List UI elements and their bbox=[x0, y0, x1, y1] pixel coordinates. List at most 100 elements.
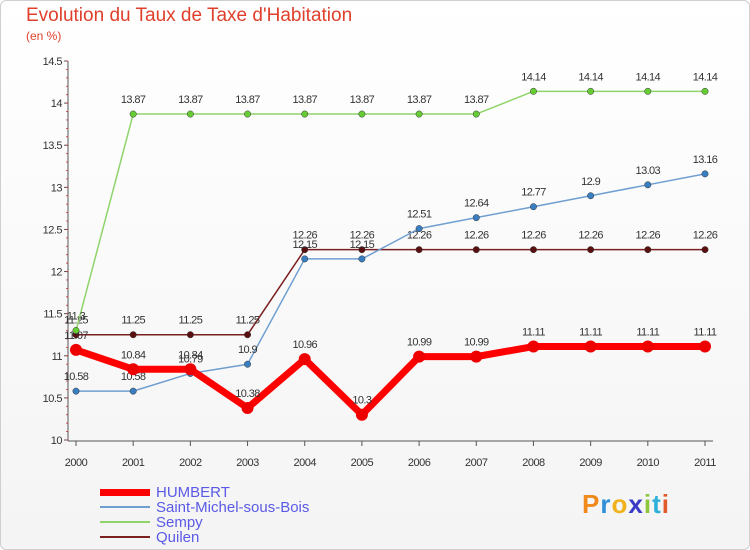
data-label-saint-michel-sous-bois: 10.58 bbox=[121, 371, 146, 383]
data-point-humbert bbox=[699, 340, 711, 353]
logo-letter: i bbox=[661, 489, 670, 519]
proxiti-logo: Proxiti bbox=[582, 489, 670, 520]
data-label-quilen: 12.26 bbox=[578, 230, 603, 242]
data-label-quilen: 11.25 bbox=[179, 315, 203, 327]
data-point-quilen bbox=[530, 246, 537, 254]
logo-letter: r bbox=[600, 489, 612, 519]
data-point-saint-michel-sous-bois bbox=[701, 170, 709, 178]
data-label-sempy: 13.87 bbox=[178, 94, 203, 106]
data-point-saint-michel-sous-bois bbox=[301, 255, 309, 263]
y-tick-label: 11.5 bbox=[43, 309, 62, 321]
legend-swatch bbox=[100, 521, 150, 523]
data-point-saint-michel-sous-bois bbox=[129, 387, 137, 395]
data-label-sempy: 13.87 bbox=[121, 94, 146, 106]
data-point-humbert bbox=[413, 350, 426, 363]
data-label-humbert: 10.38 bbox=[235, 388, 260, 400]
data-point-saint-michel-sous-bois bbox=[415, 225, 423, 233]
data-label-sempy: 13.87 bbox=[350, 94, 375, 106]
legend-swatch bbox=[100, 506, 150, 508]
data-label-saint-michel-sous-bois: 12.9 bbox=[581, 176, 600, 188]
x-tick-label: 2009 bbox=[579, 457, 602, 469]
data-label-quilen: 11.25 bbox=[64, 315, 88, 327]
data-label-saint-michel-sous-bois: 12.15 bbox=[350, 239, 375, 251]
x-tick-label: 2003 bbox=[236, 457, 259, 469]
data-point-quilen bbox=[472, 246, 480, 254]
data-point-saint-michel-sous-bois bbox=[244, 360, 251, 368]
y-tick-label: 12 bbox=[51, 267, 63, 279]
data-point-sempy bbox=[129, 110, 137, 118]
x-tick-label: 2002 bbox=[179, 457, 202, 469]
x-tick-label: 2001 bbox=[122, 457, 145, 469]
data-point-humbert bbox=[184, 363, 197, 376]
data-label-saint-michel-sous-bois: 10.9 bbox=[238, 344, 257, 356]
data-point-quilen bbox=[358, 246, 366, 254]
data-point-saint-michel-sous-bois bbox=[587, 192, 595, 200]
data-point-saint-michel-sous-bois bbox=[72, 387, 80, 395]
data-label-sempy: 14.14 bbox=[636, 71, 661, 83]
data-label-sempy: 14.14 bbox=[521, 71, 546, 83]
data-label-saint-michel-sous-bois: 13.16 bbox=[693, 154, 718, 166]
data-label-saint-michel-sous-bois: 12.77 bbox=[521, 187, 546, 199]
data-point-quilen bbox=[129, 331, 137, 339]
data-label-saint-michel-sous-bois: 12.64 bbox=[464, 198, 489, 210]
data-point-sempy bbox=[186, 110, 194, 118]
data-point-quilen bbox=[186, 331, 194, 339]
data-point-quilen bbox=[415, 246, 423, 254]
data-label-humbert: 11.11 bbox=[636, 327, 659, 339]
data-point-saint-michel-sous-bois bbox=[358, 255, 366, 263]
x-tick-label: 2011 bbox=[694, 457, 716, 469]
data-label-quilen: 11.25 bbox=[236, 315, 260, 327]
y-tick-label: 13.5 bbox=[43, 140, 63, 152]
y-tick-label: 13 bbox=[51, 182, 63, 194]
legend-swatch bbox=[100, 536, 150, 538]
data-point-quilen bbox=[701, 246, 709, 254]
logo-letter: x bbox=[628, 489, 644, 519]
data-point-sempy bbox=[472, 110, 480, 118]
data-point-humbert bbox=[127, 363, 140, 376]
data-point-humbert bbox=[70, 343, 82, 356]
data-label-sempy: 14.14 bbox=[578, 71, 603, 83]
data-point-humbert bbox=[641, 340, 654, 353]
data-label-quilen: 12.26 bbox=[464, 230, 489, 242]
logo-letter: t bbox=[652, 489, 662, 519]
data-point-sempy bbox=[72, 327, 80, 334]
data-label-humbert: 11.11 bbox=[579, 327, 602, 339]
data-label-quilen: 12.26 bbox=[350, 230, 375, 242]
data-point-saint-michel-sous-bois bbox=[530, 203, 537, 211]
data-point-humbert bbox=[298, 353, 311, 366]
data-point-sempy bbox=[530, 87, 537, 95]
data-label-quilen: 12.26 bbox=[636, 230, 661, 242]
data-label-humbert: 11.11 bbox=[522, 327, 545, 339]
series-line-humbert bbox=[74, 343, 705, 419]
x-tick-label: 2000 bbox=[65, 457, 88, 469]
data-point-sempy bbox=[415, 110, 423, 118]
logo-letter: P bbox=[582, 489, 601, 519]
data-point-saint-michel-sous-bois bbox=[472, 214, 480, 222]
data-point-saint-michel-sous-bois bbox=[644, 181, 652, 189]
data-point-sempy bbox=[701, 87, 709, 95]
data-point-humbert bbox=[355, 408, 368, 421]
x-tick-label: 2005 bbox=[351, 457, 374, 469]
data-label-quilen: 12.26 bbox=[693, 230, 718, 242]
data-label-humbert: 10.96 bbox=[292, 339, 317, 351]
x-tick-label: 2008 bbox=[522, 457, 545, 469]
data-point-sempy bbox=[301, 110, 309, 118]
legend-label: Sempy bbox=[156, 514, 203, 531]
data-label-sempy: 13.87 bbox=[292, 94, 317, 106]
y-tick-label: 10.5 bbox=[43, 393, 63, 405]
data-label-sempy: 14.14 bbox=[693, 71, 718, 83]
data-label-quilen: 12.26 bbox=[407, 230, 432, 242]
x-tick-label: 2010 bbox=[637, 457, 660, 469]
legend-swatch bbox=[100, 488, 150, 496]
data-label-saint-michel-sous-bois: 10.58 bbox=[64, 371, 89, 383]
data-label-saint-michel-sous-bois: 12.15 bbox=[292, 239, 317, 251]
data-point-quilen bbox=[244, 331, 251, 339]
data-label-humbert: 11.11 bbox=[694, 327, 717, 339]
data-label-sempy: 11.3 bbox=[67, 311, 86, 323]
data-label-quilen: 12.26 bbox=[292, 230, 317, 242]
data-label-quilen: 12.26 bbox=[521, 230, 546, 242]
logo-letter: o bbox=[611, 489, 629, 519]
y-tick-label: 11 bbox=[52, 351, 63, 363]
data-point-sempy bbox=[244, 110, 251, 118]
